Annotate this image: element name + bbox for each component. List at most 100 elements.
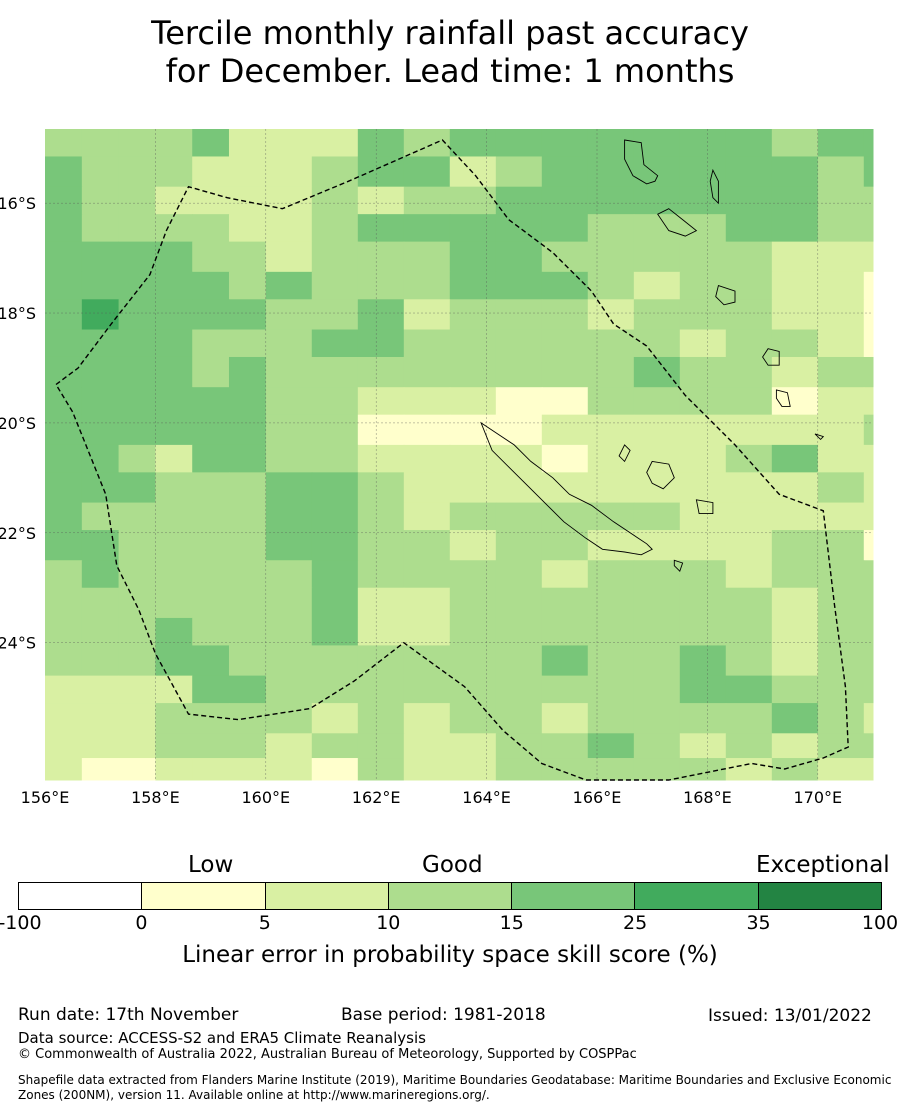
skill-cell xyxy=(863,186,874,215)
skill-cell xyxy=(541,444,589,473)
skill-cell xyxy=(311,675,359,704)
skill-cell xyxy=(81,733,120,759)
skill-cell xyxy=(403,733,451,759)
longitude-label: 170°E xyxy=(793,788,842,807)
skill-cell xyxy=(725,271,773,300)
skill-cell xyxy=(228,502,267,531)
coastline-vanuatu-erromango xyxy=(762,348,780,366)
skill-cell xyxy=(449,472,497,504)
longitude-label: 160°E xyxy=(241,788,290,807)
skill-cell xyxy=(265,733,313,759)
colorbar-tick-label: 100 xyxy=(861,912,899,934)
skill-cell xyxy=(587,560,635,589)
skill-cell xyxy=(863,271,874,300)
skill-cell xyxy=(403,271,451,300)
skill-cell xyxy=(265,703,313,734)
skill-cell xyxy=(403,587,451,619)
skill-cell xyxy=(633,472,681,504)
skill-cell xyxy=(633,560,681,589)
skill-cell xyxy=(495,129,543,157)
skill-cell xyxy=(541,387,589,416)
skill-cell xyxy=(449,530,497,561)
skill-cell xyxy=(45,703,83,734)
skill-cell xyxy=(45,241,83,273)
skill-cell xyxy=(679,444,727,473)
skill-cell xyxy=(228,129,267,157)
skill-cell xyxy=(633,387,681,416)
colorbar-tick-label: 25 xyxy=(623,912,648,934)
skill-cell xyxy=(155,502,193,531)
skill-cell xyxy=(633,703,681,734)
skill-cell xyxy=(228,387,267,416)
skill-cell xyxy=(311,299,359,331)
skill-cell xyxy=(587,502,635,531)
skill-cell xyxy=(633,299,681,331)
skill-cell xyxy=(633,733,681,759)
skill-cell xyxy=(311,472,359,504)
skill-cell xyxy=(771,560,819,589)
skill-cell xyxy=(357,387,405,416)
skill-cell xyxy=(228,271,267,300)
skill-cell xyxy=(495,675,543,704)
skill-cell xyxy=(817,156,865,188)
skill-cell xyxy=(118,444,156,473)
skill-cell xyxy=(771,156,819,188)
skill-cell xyxy=(403,387,451,416)
skill-cell xyxy=(817,617,865,646)
skill-cell xyxy=(817,530,865,561)
skill-cell xyxy=(541,329,589,358)
skill-cell xyxy=(863,472,874,504)
skill-cell xyxy=(228,617,267,646)
skill-cell xyxy=(265,502,313,531)
colorbar-category-exceptional: Exceptional xyxy=(756,852,890,878)
skill-cell xyxy=(633,241,681,273)
skill-cell xyxy=(228,329,267,358)
skill-cell xyxy=(81,560,120,589)
skill-cell xyxy=(357,703,405,734)
skill-cell xyxy=(863,329,874,358)
skill-cell xyxy=(817,414,865,446)
skill-cell xyxy=(265,758,313,781)
skill-cell xyxy=(863,733,874,759)
longitude-label: 168°E xyxy=(683,788,732,807)
skill-cell xyxy=(587,241,635,273)
skill-cell xyxy=(45,530,83,561)
skill-cell xyxy=(228,733,267,759)
skill-cell xyxy=(587,675,635,704)
skill-cell xyxy=(155,186,193,215)
skill-cell xyxy=(45,387,83,416)
skill-cell xyxy=(817,472,865,504)
skill-cell xyxy=(587,356,635,388)
skill-cell xyxy=(817,675,865,704)
skill-cell xyxy=(587,758,635,781)
skill-cell xyxy=(771,733,819,759)
skill-cell xyxy=(192,129,230,157)
skill-cell xyxy=(155,703,193,734)
skill-cell xyxy=(495,645,543,677)
skill-cell xyxy=(771,444,819,473)
skill-cell xyxy=(155,214,193,243)
skill-cell xyxy=(311,214,359,243)
skill-cell xyxy=(587,387,635,416)
skill-cell xyxy=(311,356,359,388)
skill-cell xyxy=(863,758,874,781)
skill-cell xyxy=(771,129,819,157)
skill-cell xyxy=(155,758,193,781)
skill-cell xyxy=(357,560,405,589)
skill-cell xyxy=(541,733,589,759)
skill-cell xyxy=(449,329,497,358)
skill-cell xyxy=(155,414,193,446)
skill-cell xyxy=(449,758,497,781)
skill-cell xyxy=(403,186,451,215)
skill-cell xyxy=(81,703,120,734)
skill-cell xyxy=(265,186,313,215)
skill-cell xyxy=(192,645,230,677)
colorbar-segment xyxy=(758,883,881,909)
skill-cell xyxy=(311,502,359,531)
skill-cell xyxy=(45,472,83,504)
run-date: Run date: 17th November xyxy=(18,1005,239,1025)
skill-cell xyxy=(817,560,865,589)
skill-cell xyxy=(118,675,156,704)
skill-cell xyxy=(449,186,497,215)
skill-cell xyxy=(633,675,681,704)
